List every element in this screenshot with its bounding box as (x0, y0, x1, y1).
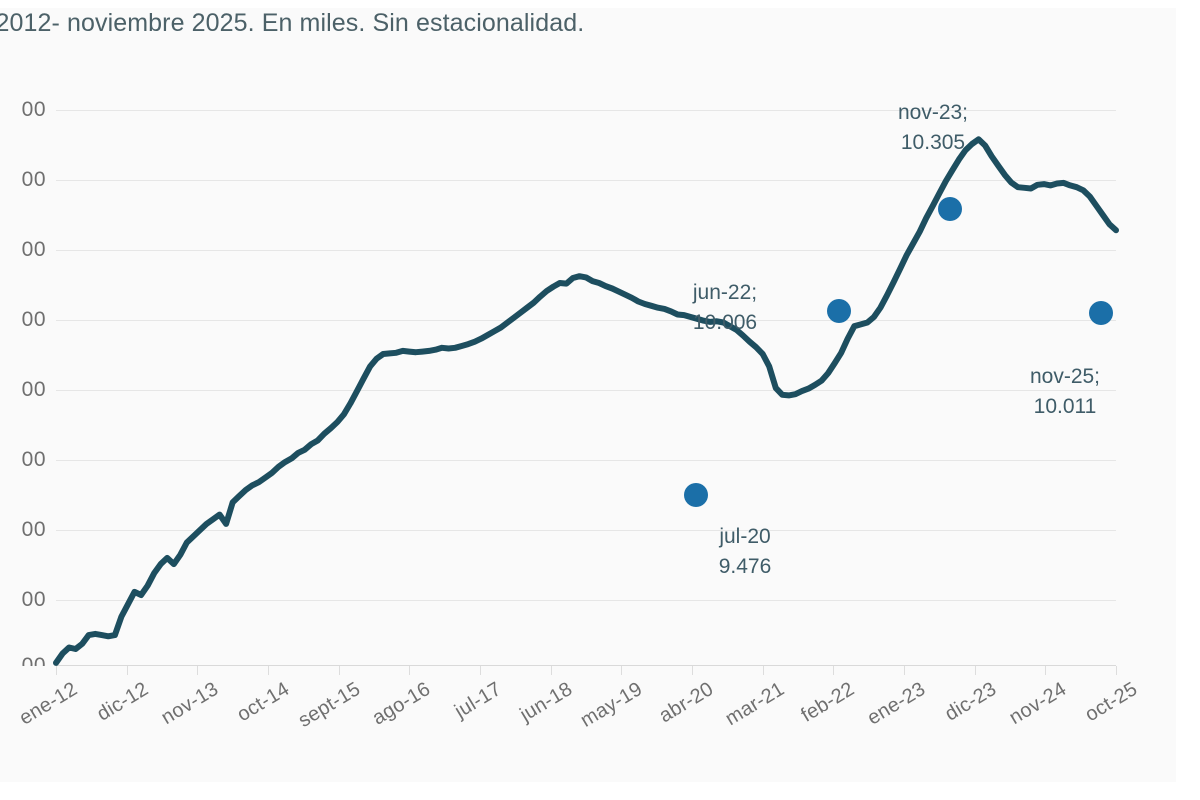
x-tick-label: sept-15 (294, 678, 364, 732)
x-tick-label: mar-21 (721, 678, 788, 731)
gridline (56, 180, 1116, 181)
x-tick-label: ene-12 (15, 678, 82, 730)
annotation-label: nov-23; (897, 101, 969, 124)
chart-card (0, 0, 1176, 782)
y-tick-label: 00 (21, 98, 46, 121)
data-point-marker-nov-25[interactable] (1089, 301, 1113, 325)
x-tick-mark (974, 666, 976, 675)
annotation-nov-25: nov-25; 10.011 (970, 362, 1160, 422)
x-tick-label: oct-14 (233, 678, 294, 727)
data-point-marker-nov-23[interactable] (938, 197, 962, 221)
annotation-label: jun-22; (692, 281, 758, 304)
y-tick-label: 00 (21, 448, 46, 471)
gridline (56, 600, 1116, 601)
y-tick-label: 00 (21, 238, 46, 261)
x-tick-label: ene-23 (863, 678, 930, 730)
x-tick-mark (550, 666, 552, 675)
annotation-value: 9.476 (718, 555, 772, 578)
series-polyline (53, 136, 1119, 666)
x-axis-line (56, 665, 1116, 666)
x-tick-mark (338, 666, 340, 675)
plot-area (53, 96, 1119, 666)
x-tick-mark (833, 666, 835, 675)
gridline (56, 250, 1116, 251)
data-point-marker-jun-22[interactable] (827, 299, 851, 323)
y-tick-label: 00 (21, 588, 46, 611)
x-tick-label: abr-20 (655, 678, 718, 728)
x-tick-mark (904, 666, 905, 675)
x-tick-mark (409, 666, 411, 675)
x-tick-mark (197, 666, 199, 675)
gridline (56, 320, 1116, 321)
x-tick-mark (692, 666, 693, 675)
x-tick-label: ago-16 (368, 678, 435, 730)
x-axis-labels: ene-12 dic-12 nov-13 oct-14 sept-15 ago-16 jul… (0, 666, 1200, 796)
data-point-markers (684, 197, 1113, 507)
x-tick-label: nov-13 (157, 678, 223, 729)
x-tick-label: jul-17 (451, 678, 506, 723)
y-tick-label: 00 (21, 168, 46, 191)
x-tick-mark (56, 666, 57, 675)
data-point-marker-jul-20[interactable] (684, 483, 708, 507)
annotation-jun-22: jun-22; 10.006 (630, 278, 820, 338)
x-tick-label: may-19 (577, 678, 647, 732)
y-tick-label: 00 (21, 518, 46, 541)
x-tick-label: nov-24 (1005, 678, 1071, 729)
x-tick-label: jun-18 (515, 678, 576, 727)
gridline (56, 110, 1116, 111)
y-axis-labels: 00 00 00 00 00 00 00 00 00 (0, 96, 56, 666)
x-tick-mark (480, 666, 481, 675)
annotation-label: jul-20 (719, 525, 771, 548)
x-tick-label: dic-23 (940, 678, 1000, 726)
x-tick-mark (126, 666, 128, 675)
x-tick-label: dic-12 (92, 678, 152, 726)
series-line-chart (53, 136, 1119, 666)
annotation-value: 10.011 (1033, 395, 1097, 418)
chart-title: ro 2012- noviembre 2025. En miles. Sin e… (0, 9, 585, 37)
annotation-value: 10.305 (900, 131, 966, 154)
gridline (56, 460, 1116, 461)
annotation-jul-20: jul-20 9.476 (650, 522, 840, 582)
gridline (56, 530, 1116, 531)
x-tick-mark (621, 666, 623, 675)
x-tick-mark (268, 666, 269, 675)
annotation-nov-23: nov-23; 10.305 (838, 98, 1028, 158)
x-tick-mark (1116, 666, 1117, 675)
y-tick-label: 00 (21, 308, 46, 331)
y-tick-label: 00 (21, 654, 46, 666)
card-top-margin (0, 0, 1176, 8)
y-tick-label: 00 (21, 378, 46, 401)
annotation-label: nov-25; (1029, 365, 1101, 388)
x-tick-mark (1045, 666, 1047, 675)
annotation-value: 10.006 (692, 311, 758, 334)
x-tick-label: oct-25 (1081, 678, 1142, 727)
x-tick-mark (762, 666, 764, 675)
gridline (56, 390, 1116, 391)
x-tick-label: feb-22 (797, 678, 859, 727)
